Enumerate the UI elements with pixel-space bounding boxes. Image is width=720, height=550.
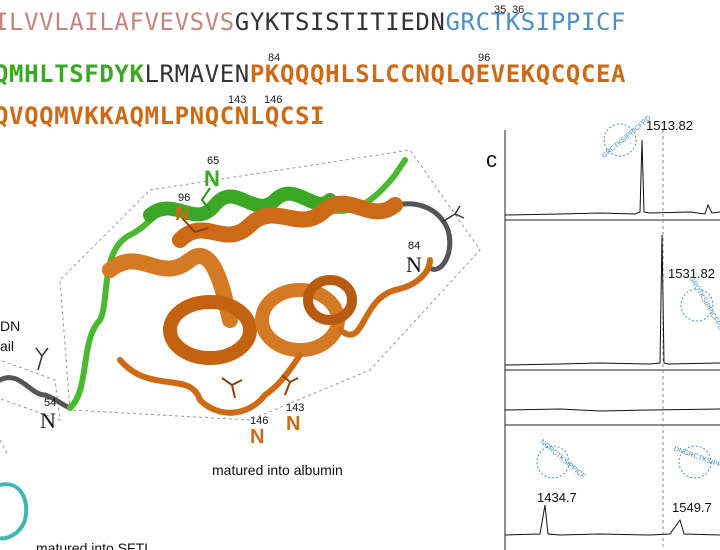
label-54-number: 54: [44, 397, 57, 409]
green-chain-segment: QMHLTSFDYK: [0, 60, 145, 88]
residue-number-146: 146: [264, 94, 283, 106]
sequence-line-1: ILVVLAILAFVEVSVSGYKTSISTITIEDNGRCTKSIPPI…: [0, 10, 626, 34]
label-96-number: 96: [178, 192, 191, 204]
orange-helix-3: [163, 295, 257, 365]
residue-number-96: 96: [478, 52, 491, 64]
orange-helix-1: [172, 195, 403, 248]
spectrum-trace-4: [504, 504, 720, 536]
peak-label-1: 1513.82: [646, 118, 693, 133]
spectrum-trace-1: [504, 139, 720, 216]
linker-segment-2: LRMAVEN: [144, 60, 250, 88]
grey-loop-right: [392, 201, 453, 272]
residue-number-143: 143: [228, 94, 247, 106]
label-84-number: 84: [408, 240, 421, 252]
label-54-N: N: [40, 408, 56, 433]
sfti-segment: GRCTKSIPPICF: [445, 8, 627, 36]
green-helix: [143, 186, 337, 222]
label-65-N: N: [204, 166, 220, 191]
label-143-number: 143: [286, 402, 305, 414]
label-65-number: 65: [207, 155, 220, 167]
label-146-N: N: [250, 426, 265, 448]
label-96-N: N: [175, 203, 190, 225]
side-chain-146: [221, 377, 243, 399]
spectrum-trace-2: [504, 234, 720, 366]
spectrum-trace-3: [504, 408, 720, 412]
cut-line: [0, 439, 9, 456]
dashed-outline-tail: [0, 359, 61, 421]
label-143-N: N: [286, 413, 301, 435]
peptide-ring-2: [680, 288, 714, 322]
tail-label-top: DN: [0, 318, 21, 334]
orange-loop-right: [337, 257, 433, 338]
panel-c-label: c: [486, 147, 497, 172]
residue-number-84: 84: [268, 52, 281, 64]
peak-label-2: 1531.82: [668, 266, 715, 281]
side-chain-65: [200, 187, 211, 211]
dashed-outline-albumin: [59, 149, 481, 421]
caption-sfti: matured into SFTI: [36, 540, 149, 550]
orange-helix-2: [102, 248, 238, 328]
residue-number-36: 36: [512, 4, 525, 16]
linker-segment: GYKTSISTITIEDN: [234, 8, 446, 36]
side-chain-grey-right: [441, 205, 465, 223]
orange-loop-lower: [117, 352, 303, 416]
residue-number-35: 35: [494, 4, 507, 16]
peak-label-4: 1549.7: [672, 500, 712, 515]
label-84-N: N: [406, 252, 422, 277]
peptide-ring-3: [536, 445, 570, 479]
orange-helix-5: [303, 275, 357, 325]
label-146-number: 146: [250, 415, 269, 427]
orange-chain-segment: PKQQQHLSLCCNQLQEVEKQCQCEA: [249, 60, 627, 88]
sequence-line-3: QVQQMVKKAQMLPNQCNLQCSI: [0, 104, 325, 128]
green-chain-backbone: [67, 207, 173, 411]
side-chain-grey: [35, 347, 49, 371]
peptide-ring-4: [678, 445, 712, 479]
peptide-ring-1: [603, 123, 637, 157]
peak-label-3: 1434.7: [537, 490, 577, 505]
side-chain-143: [281, 374, 299, 396]
sequence-line-2: QMHLTSFDYKLRMAVENPKQQQHLSLCCNQLQEVEKQCQC…: [0, 62, 626, 86]
caption-albumin: matured into albumin: [212, 462, 343, 478]
signal-peptide-segment: ILVVLAILAFVEVSVS: [0, 8, 235, 36]
orange-chain-segment-2: QVQQMVKKAQMLPNQCNLQCSI: [0, 102, 326, 130]
sfti-ring-partial: [0, 482, 29, 541]
tail-label-bottom: ail: [0, 338, 15, 354]
grey-tail-loop: [0, 375, 73, 411]
side-chain-96: [181, 217, 209, 234]
